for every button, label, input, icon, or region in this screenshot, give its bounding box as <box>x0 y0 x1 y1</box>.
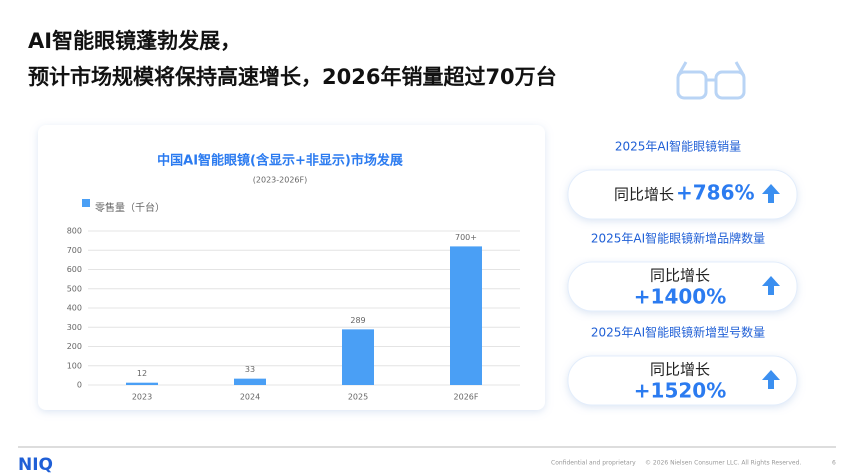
stat-card <box>567 355 798 406</box>
y-tick-label: 100 <box>67 361 82 370</box>
value-label: 12 <box>137 369 147 378</box>
page-number: 6 <box>832 460 836 467</box>
y-tick-label: 600 <box>67 265 82 274</box>
chart-title: 中国AI智能眼镜(含显示+非显示)市场发展 <box>157 153 404 169</box>
stat-value: +1400% <box>634 285 726 309</box>
stat-text: 同比增长 <box>650 267 710 285</box>
chart-subtitle: (2023-2026F) <box>253 176 307 185</box>
stat-label: 2025年AI智能眼镜新增品牌数量 <box>591 231 765 246</box>
up-arrow <box>762 370 780 389</box>
bar <box>342 329 374 385</box>
legend-label: 零售量（千台） <box>95 201 165 214</box>
x-tick-label: 2024 <box>240 393 260 402</box>
x-tick-label: 2026F <box>454 393 479 402</box>
y-tick-label: 0 <box>77 381 82 390</box>
legend-swatch <box>82 199 90 207</box>
chart-card <box>38 125 545 410</box>
bar <box>234 378 266 385</box>
x-tick-label: 2025 <box>348 393 368 402</box>
stat-label: 2025年AI智能眼镜新增型号数量 <box>591 325 765 340</box>
value-label: 700+ <box>455 233 477 242</box>
y-tick-label: 300 <box>67 323 82 332</box>
title-line: 预计市场规模将保持高速增长，2026年销量超过70万台 <box>28 65 557 89</box>
stat-value: +1520% <box>634 379 726 403</box>
value-label: 33 <box>245 365 255 374</box>
stat-card <box>567 169 798 220</box>
stat-label: 2025年AI智能眼镜销量 <box>615 139 741 154</box>
footer-copyright: © 2026 Nielsen Consumer LLC. All Rights … <box>645 460 801 467</box>
up-arrow <box>762 184 780 203</box>
y-tick-label: 800 <box>67 227 82 236</box>
stat-value: +786% <box>676 181 755 205</box>
footer-confidential: Confidential and proprietary <box>551 460 636 467</box>
y-tick-label: 700 <box>67 246 82 255</box>
value-label: 289 <box>350 316 365 325</box>
stat-card <box>567 261 798 312</box>
bar <box>450 246 482 385</box>
glasses-icon <box>676 61 746 100</box>
stat-text: 同比增长 <box>650 361 710 379</box>
footer-logo: NIQ <box>18 455 53 475</box>
title-line: AI智能眼镜蓬勃发展， <box>28 29 241 53</box>
y-tick-label: 200 <box>67 342 82 351</box>
bar <box>126 382 158 385</box>
up-arrow <box>762 276 780 295</box>
stat-text: 同比增长 <box>614 186 674 204</box>
y-tick-label: 400 <box>67 304 82 313</box>
y-tick-label: 500 <box>67 284 82 293</box>
x-tick-label: 2023 <box>132 393 152 402</box>
